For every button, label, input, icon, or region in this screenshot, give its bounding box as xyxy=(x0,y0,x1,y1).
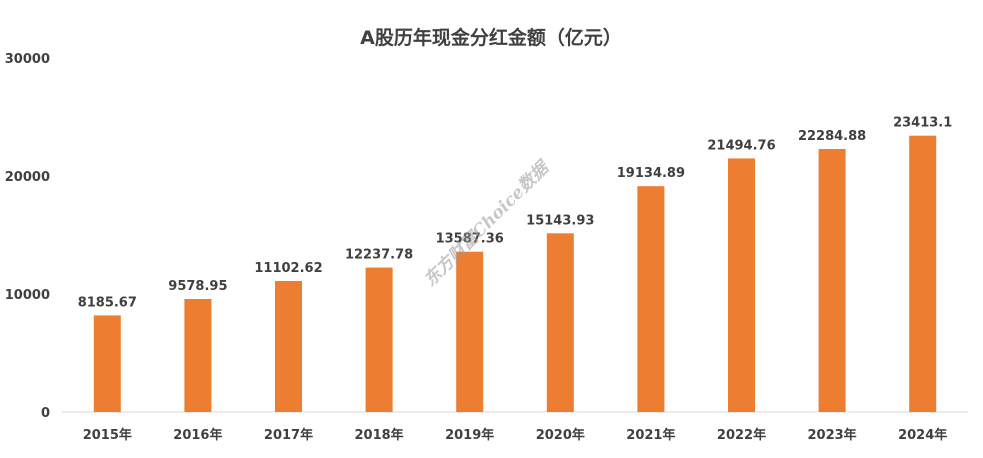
x-tick-label: 2024年 xyxy=(898,427,947,443)
y-tick-label: 20000 xyxy=(5,170,50,185)
data-label: 15143.93 xyxy=(526,213,594,228)
data-label: 19134.89 xyxy=(617,166,685,181)
data-label: 12237.78 xyxy=(345,248,413,263)
bar xyxy=(456,251,484,412)
x-tick-label: 2018年 xyxy=(355,427,404,443)
bar xyxy=(637,186,665,412)
bar xyxy=(909,135,937,412)
x-tick-label: 2016年 xyxy=(173,427,222,443)
y-tick-label: 0 xyxy=(41,406,50,421)
bar xyxy=(546,233,574,412)
bar xyxy=(818,149,846,412)
data-label: 11102.62 xyxy=(254,261,322,276)
x-axis: 2015年 2016年 2017年 2018年 2019年 2020年 2021年 2022年… xyxy=(62,411,968,443)
bar xyxy=(184,299,212,412)
bar xyxy=(93,315,121,412)
x-tick-label: 2015年 xyxy=(83,427,132,443)
x-tick-label: 2022年 xyxy=(717,427,766,443)
bar xyxy=(365,267,393,412)
bar xyxy=(275,281,302,412)
data-label: 21494.76 xyxy=(707,138,775,153)
data-label: 22284.88 xyxy=(798,129,866,144)
data-label: 23413.1 xyxy=(893,116,952,131)
y-tick-label: 10000 xyxy=(5,288,50,303)
data-labels: 8185.67 9578.95 11102.62 12237.78 13587.36 15… xyxy=(78,116,953,311)
y-axis: 0 10000 20000 30000 xyxy=(5,52,50,421)
bars xyxy=(93,135,937,412)
x-tick-label: 2021年 xyxy=(626,427,675,443)
x-tick-label: 2019年 xyxy=(445,427,494,443)
chart-title: A股历年现金分红金额（亿元） xyxy=(360,26,622,49)
bar xyxy=(728,158,755,412)
x-tick-label: 2023年 xyxy=(808,427,857,443)
data-label: 9578.95 xyxy=(168,279,227,294)
x-tick-label: 2017年 xyxy=(264,427,313,443)
data-label: 8185.67 xyxy=(78,295,137,310)
data-label: 13587.36 xyxy=(436,232,504,247)
x-tick-label: 2020年 xyxy=(536,427,585,443)
y-tick-label: 30000 xyxy=(5,52,50,67)
